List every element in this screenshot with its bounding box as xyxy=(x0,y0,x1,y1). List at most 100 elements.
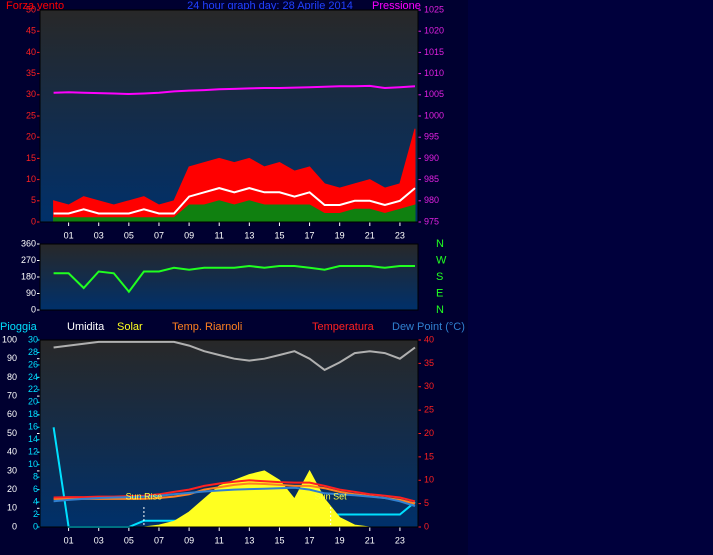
y-tick-label: 40 xyxy=(26,47,36,57)
legend-entry: Temperatura xyxy=(312,321,375,333)
y-tick-label: 10 xyxy=(7,503,17,513)
y3-tick-label: 2 xyxy=(33,509,38,519)
y-tick-label: 30 xyxy=(26,89,36,99)
y-tick-label: 100 xyxy=(2,334,17,344)
y-tick-label: 0 xyxy=(31,304,36,314)
y2-tick-label: 1010 xyxy=(424,68,444,78)
y2-tick-label: 980 xyxy=(424,195,439,205)
legend-entry: Forza vento xyxy=(6,0,64,12)
legend-entry: Pioggia xyxy=(0,321,38,333)
legend-entry: Dew Point (°C) xyxy=(392,321,465,333)
x-tick-label: 01 xyxy=(64,535,74,545)
y2-tick-label: 15 xyxy=(424,451,434,461)
x-tick-label: 07 xyxy=(154,230,164,240)
y2-tick-label: 30 xyxy=(424,381,434,391)
line xyxy=(53,264,415,294)
x-tick-label: 13 xyxy=(244,535,254,545)
y2-tick-label: 20 xyxy=(424,428,434,438)
annotation: Sun Set xyxy=(315,491,348,501)
y2-tick-label: 25 xyxy=(424,405,434,415)
plot-border xyxy=(39,339,419,528)
y3-tick-label: 10 xyxy=(28,459,38,469)
y-tick-label: 15 xyxy=(26,153,36,163)
line xyxy=(53,486,416,507)
x-tick-label: 15 xyxy=(274,230,284,240)
y-tick-label: 30 xyxy=(7,465,17,475)
y3-tick-label: 28 xyxy=(28,347,38,357)
annotation: Sun Rise xyxy=(126,491,163,501)
x-tick-label: 11 xyxy=(215,230,224,240)
y2-tick-label: 1020 xyxy=(424,26,444,36)
y3-tick-label: 18 xyxy=(28,409,38,419)
y3-tick-label: 26 xyxy=(28,359,38,369)
x-tick-label: 11 xyxy=(215,535,224,545)
y2-tick-label: 1025 xyxy=(424,4,444,14)
y-tick-label: 80 xyxy=(7,372,17,382)
chart-title: 24 hour graph day: 28 Aprile 2014 xyxy=(187,0,353,12)
y-tick-label: 180 xyxy=(21,271,36,281)
y2-tick-label: 40 xyxy=(424,334,434,344)
x-tick-label: 19 xyxy=(335,535,345,545)
y-tick-label: 50 xyxy=(26,4,36,14)
y-tick-label: 360 xyxy=(21,238,36,248)
line xyxy=(53,187,416,215)
y-tick-label: 40 xyxy=(7,447,17,457)
y-tick-label: 45 xyxy=(26,26,36,36)
y2-tick-label: 985 xyxy=(424,174,439,184)
x-tick-label: 15 xyxy=(274,535,284,545)
y-tick-label: 20 xyxy=(26,132,36,142)
plot-border xyxy=(39,9,419,223)
x-tick-label: 19 xyxy=(335,230,345,240)
y3-tick-label: 8 xyxy=(33,472,38,482)
plot-area xyxy=(40,244,418,310)
y2-tick-label: 0 xyxy=(424,521,429,531)
y3-tick-label: 20 xyxy=(28,397,38,407)
legend-entry: Temp. Riarnoli xyxy=(172,321,242,333)
x-tick-label: 23 xyxy=(395,535,405,545)
y3-tick-label: 12 xyxy=(28,447,38,457)
y2-tick-label: 1000 xyxy=(424,110,444,120)
y-tick-label: 25 xyxy=(26,110,36,120)
x-tick-label: 17 xyxy=(305,230,315,240)
x-tick-label: 21 xyxy=(365,230,375,240)
y2-tick-label: 1015 xyxy=(424,47,444,57)
y2-tick-label: 1005 xyxy=(424,89,444,99)
y-tick-label: 60 xyxy=(7,409,17,419)
y3-tick-label: 22 xyxy=(28,384,38,394)
x-tick-label: 03 xyxy=(94,230,104,240)
x-tick-label: 21 xyxy=(365,535,375,545)
y-tick-label: 70 xyxy=(7,390,17,400)
compass-label: E xyxy=(436,287,443,299)
y2-tick-label: 5 xyxy=(424,498,429,508)
y3-tick-label: 24 xyxy=(28,372,38,382)
area xyxy=(53,200,416,223)
y3-tick-label: 16 xyxy=(28,422,38,432)
compass-label: N xyxy=(436,238,444,250)
plot-border xyxy=(39,243,419,311)
y2-tick-label: 990 xyxy=(424,153,439,163)
x-tick-label: 09 xyxy=(184,535,194,545)
compass-label: S xyxy=(436,271,443,283)
area xyxy=(53,128,416,223)
y-tick-label: 35 xyxy=(26,68,36,78)
y-tick-label: 0 xyxy=(12,521,17,531)
y-tick-label: 50 xyxy=(7,428,17,438)
y-tick-label: 90 xyxy=(7,353,17,363)
x-tick-label: 05 xyxy=(124,535,134,545)
y3-tick-label: 30 xyxy=(28,334,38,344)
legend-entry: Pressione xyxy=(372,0,421,12)
y3-tick-label: 6 xyxy=(33,484,38,494)
x-tick-label: 07 xyxy=(154,535,164,545)
compass-label: N xyxy=(436,304,444,316)
y3-tick-label: 0 xyxy=(33,521,38,531)
y-tick-label: 270 xyxy=(21,255,36,265)
y-tick-label: 5 xyxy=(31,195,36,205)
x-tick-label: 05 xyxy=(124,230,134,240)
y-tick-label: 20 xyxy=(7,484,17,494)
x-tick-label: 23 xyxy=(395,230,405,240)
compass-label: W xyxy=(436,254,447,266)
y3-tick-label: 4 xyxy=(33,496,38,506)
y3-tick-label: 14 xyxy=(28,434,38,444)
x-tick-label: 13 xyxy=(244,230,254,240)
